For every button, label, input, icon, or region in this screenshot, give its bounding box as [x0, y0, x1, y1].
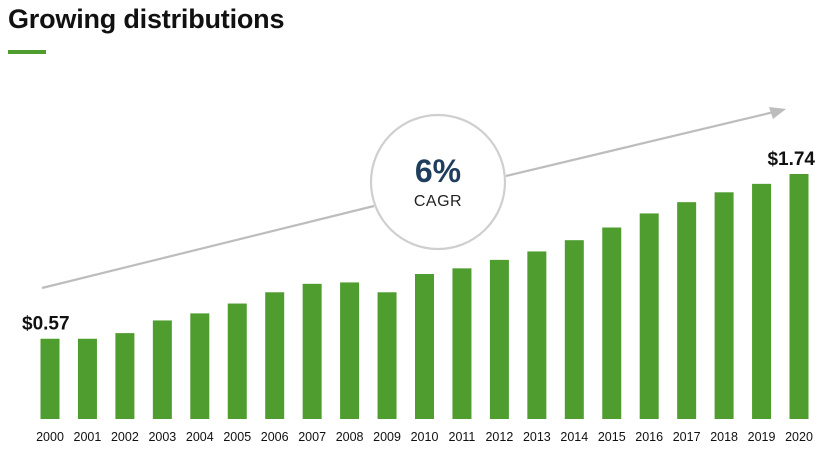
x-tick-2016: 2016: [635, 430, 663, 444]
bar-2014: [564, 240, 584, 419]
chart-title: Growing distributions: [8, 4, 285, 34]
x-tick-2015: 2015: [598, 430, 626, 444]
bar-2013: [527, 251, 547, 419]
title-underline: [8, 50, 46, 54]
bars-group: [40, 174, 809, 419]
x-tick-2009: 2009: [373, 430, 401, 444]
bar-2007: [302, 283, 322, 419]
bar-2008: [340, 282, 360, 419]
trend-line-right: [505, 109, 779, 178]
x-tick-2012: 2012: [485, 430, 513, 444]
x-tick-2005: 2005: [223, 430, 251, 444]
bar-2012: [489, 259, 509, 419]
cagr-value: 6%: [415, 153, 461, 189]
x-tick-2003: 2003: [148, 430, 176, 444]
data-label-2020: $1.74: [767, 149, 815, 170]
bar-2011: [452, 268, 472, 419]
x-tick-2014: 2014: [560, 430, 588, 444]
bar-2010: [415, 273, 434, 419]
bar-2019: [752, 183, 772, 419]
cagr-label: CAGR: [414, 193, 462, 210]
x-tick-2019: 2019: [748, 430, 776, 444]
bar-2006: [265, 292, 285, 419]
x-tick-2008: 2008: [336, 430, 364, 444]
x-tick-labels: 2000 2001 2002 2003 2004 2005 2006 2007 2008 2009…: [36, 430, 813, 444]
bar-2005: [227, 303, 247, 419]
x-tick-2002: 2002: [111, 430, 139, 444]
x-tick-2017: 2017: [673, 430, 701, 444]
x-tick-2006: 2006: [261, 430, 289, 444]
bar-2020: [789, 174, 809, 419]
data-label-2000: $0.57: [22, 314, 70, 335]
bar-2003: [152, 320, 172, 419]
trend-arrowhead: [769, 107, 786, 119]
bar-2017: [677, 202, 697, 419]
bar-2015: [602, 227, 622, 419]
x-tick-2020: 2020: [785, 430, 813, 444]
bar-2018: [714, 192, 734, 419]
bar-2009: [377, 292, 397, 419]
cagr-circle: [369, 113, 507, 251]
bar-2002: [115, 333, 135, 419]
bar-2000: [40, 338, 60, 419]
x-tick-2007: 2007: [298, 430, 326, 444]
trend-arrow-group: [41, 107, 786, 290]
x-tick-2001: 2001: [74, 430, 102, 444]
x-tick-2018: 2018: [710, 430, 738, 444]
x-tick-2010: 2010: [411, 430, 439, 444]
data-labels: $0.57 $1.74: [22, 149, 815, 335]
bar-2004: [190, 313, 210, 419]
trend-line-left: [41, 204, 375, 290]
x-tick-2004: 2004: [186, 430, 214, 444]
x-tick-2013: 2013: [523, 430, 551, 444]
cagr-callout: 6% CAGR: [369, 113, 507, 251]
x-tick-2011: 2011: [449, 430, 476, 444]
bar-2016: [639, 213, 659, 419]
bar-2001: [77, 338, 97, 419]
x-tick-2000: 2000: [36, 430, 64, 444]
